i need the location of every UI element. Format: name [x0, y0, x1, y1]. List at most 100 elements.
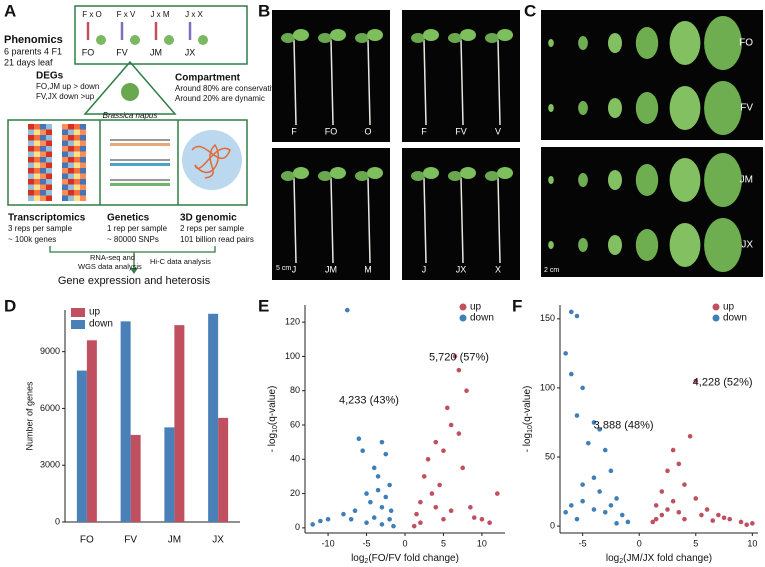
x-tick-label: 5: [693, 538, 698, 548]
leaf: [704, 218, 742, 272]
text: FV,JX down >up: [36, 92, 95, 101]
leaf: [704, 16, 742, 70]
point: [625, 519, 631, 525]
point: [693, 496, 699, 501]
point: [716, 512, 721, 518]
point: [429, 491, 435, 496]
data-box: [7, 119, 248, 206]
heat-cell: [28, 168, 34, 174]
point: [456, 367, 462, 373]
plant-icon: [130, 35, 140, 45]
point: [487, 520, 492, 526]
heat-cell: [34, 129, 40, 135]
point: [580, 498, 585, 504]
leaf: [635, 27, 659, 59]
heat-cell: [74, 124, 80, 130]
leaf: [411, 171, 425, 181]
photo-label: X: [495, 264, 501, 274]
point: [653, 516, 659, 522]
point: [670, 447, 676, 453]
heat-cell: [80, 135, 86, 141]
legend-label: down: [89, 319, 113, 330]
triangle: [83, 60, 177, 115]
legend-marker: [459, 314, 467, 322]
bar: [86, 340, 97, 522]
label-part: log: [351, 553, 364, 564]
point: [665, 468, 670, 474]
point: [665, 507, 670, 512]
point: [569, 309, 574, 315]
heat-cell: [46, 173, 52, 179]
stem: [367, 39, 371, 126]
leaf: [497, 167, 513, 179]
point: [418, 520, 423, 526]
heat-cell: [62, 124, 68, 130]
text: WGS data analysis: [78, 262, 142, 271]
text: ~ 80000 SNPs: [107, 235, 159, 244]
point: [375, 474, 381, 479]
heat-cell: [34, 140, 40, 146]
heat-cell: [74, 173, 80, 179]
point: [445, 405, 450, 411]
point: [682, 516, 687, 522]
hybrid-label: FV: [116, 47, 128, 57]
label-part: 10: [272, 425, 279, 433]
point: [727, 516, 733, 522]
chromatin: [191, 143, 231, 179]
y-tick-label: 150: [540, 313, 555, 323]
heat-cell: [62, 173, 68, 179]
x-tick-label: 10: [747, 538, 757, 548]
heat-cell: [40, 162, 46, 168]
x-tick-label: FO: [80, 535, 94, 546]
leaf: [669, 158, 701, 202]
heading: 3D genomic: [180, 213, 237, 224]
heat-cell: [80, 151, 86, 157]
leaf: [411, 33, 425, 43]
point: [364, 520, 369, 526]
legend-swatch: [71, 320, 85, 329]
photo-label: J: [292, 264, 297, 274]
heat-cell: [40, 195, 46, 201]
leaf: [330, 167, 346, 179]
panel-label: A: [4, 1, 16, 20]
point: [425, 456, 431, 462]
hybrid-label: JX: [185, 47, 196, 57]
heat-cell: [68, 157, 74, 163]
label-part: (q-value): [522, 386, 533, 425]
heat-cell: [68, 173, 74, 179]
heat-cell: [80, 157, 86, 163]
y-tick-label: 0: [295, 522, 300, 532]
legend-swatch: [71, 308, 85, 317]
panel-c: C FO FV JM JX 2 cm: [524, 1, 763, 277]
point: [468, 504, 473, 510]
y-tick-label: 60: [290, 419, 300, 429]
heat-cell: [34, 157, 40, 163]
heat-cell: [62, 162, 68, 168]
x-tick-label: FV: [124, 535, 137, 546]
text: 2 reps per sample: [180, 224, 245, 233]
y-tick-label: 0: [550, 520, 555, 530]
heat-cell: [80, 184, 86, 190]
panel-b: B F FO O F FV V J JM M J JX X 5 cm: [258, 1, 520, 280]
leaf: [635, 164, 659, 196]
x-tick-label: -5: [579, 538, 587, 548]
leaf: [608, 98, 622, 118]
heat-cell: [34, 195, 40, 201]
cross-label: F x V: [117, 10, 136, 19]
point: [414, 511, 419, 517]
leaf: [548, 39, 554, 47]
point: [388, 508, 394, 514]
y-axis-title: Number of genes: [24, 381, 34, 451]
leaf: [497, 29, 513, 41]
heat-cell: [74, 184, 80, 190]
x-tick-label: -10: [322, 538, 335, 548]
heat-cell: [74, 135, 80, 141]
heat-cell: [68, 151, 74, 157]
legend-label: up: [89, 307, 101, 318]
x-tick-label: JM: [168, 535, 181, 546]
point: [318, 518, 323, 524]
heat-cell: [68, 140, 74, 146]
point: [574, 413, 580, 418]
arrow-head: [130, 268, 138, 274]
point: [608, 503, 614, 508]
